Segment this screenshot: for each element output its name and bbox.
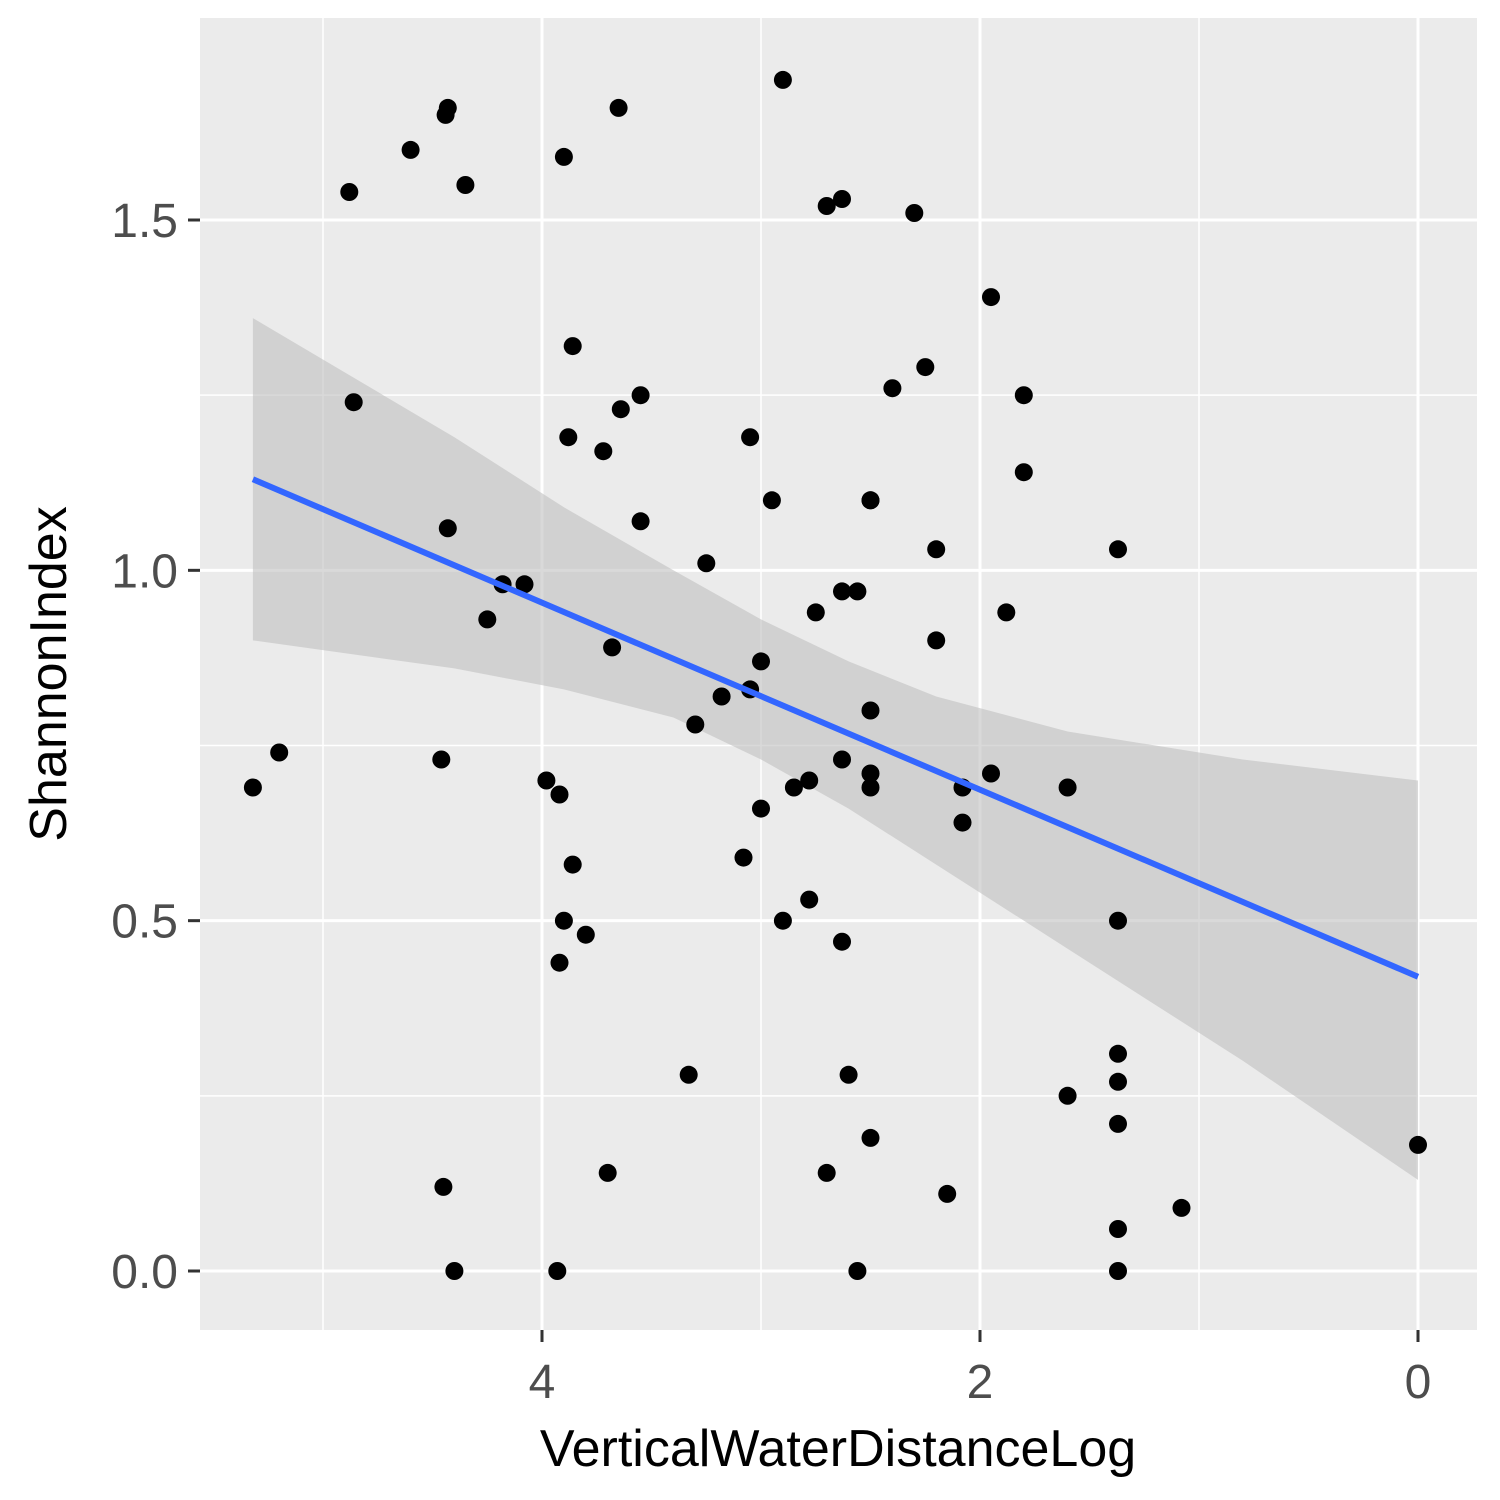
data-point [548,1262,567,1280]
data-point [563,337,582,356]
data-point [554,911,573,930]
data-point [833,750,851,769]
y-axis-title: ShannonIndex [20,506,78,841]
data-point [401,140,420,159]
data-point [848,582,867,601]
confidence-band [252,318,1418,1180]
data-point [752,799,770,818]
data-point [603,638,622,657]
data-point [800,771,819,790]
data-point [1109,1262,1127,1280]
data-point [848,1262,867,1280]
y-tick-label: 1.5 [111,195,178,248]
data-point [594,442,613,461]
data-point [438,519,457,538]
data-point [686,715,705,734]
data-point [697,554,716,573]
data-point [1109,1114,1127,1133]
data-points [243,70,1427,1280]
data-point [752,652,770,671]
data-point [861,1128,880,1147]
data-point [1109,540,1127,559]
data-point [537,771,556,790]
data-point [773,911,792,930]
y-axis-ticks: 0.0 0.5 1.0 1.5 [111,195,200,1299]
data-point [554,147,573,166]
data-point [762,491,781,510]
data-point [1109,1220,1127,1238]
data-point [243,778,262,797]
data-point [938,1184,957,1203]
data-point [515,575,534,594]
data-point [563,855,582,874]
data-point [1409,1135,1427,1154]
data-point [833,932,851,951]
data-point [436,105,455,124]
data-point [611,400,630,419]
data-point [817,197,836,215]
data-point [861,764,880,783]
data-point [445,1262,464,1280]
data-point [270,743,289,762]
data-point [609,98,628,117]
data-point [861,701,880,720]
data-point [576,925,595,944]
data-point [784,778,803,797]
data-point [773,70,792,89]
data-point [631,386,650,405]
data-point [883,379,902,398]
data-point [839,1065,858,1084]
data-point [916,358,935,377]
x-tick-label: 2 [967,1356,994,1409]
data-point [833,190,851,208]
data-point [927,631,946,650]
data-point [833,582,851,601]
data-point [434,1177,453,1196]
data-point [559,428,578,447]
data-point [800,890,819,909]
data-point [734,848,753,867]
x-axis-ticks: 4 2 0 [529,1330,1432,1409]
data-point [598,1163,617,1182]
data-point [953,813,972,832]
data-point [861,491,880,510]
data-point [927,540,946,559]
y-tick-label: 1.0 [111,545,178,598]
data-point [456,176,475,194]
x-tick-label: 4 [529,1356,556,1409]
data-point [1014,463,1033,482]
data-point [1058,1086,1077,1105]
y-tick-label: 0.5 [111,896,178,949]
regression-line [251,476,1420,980]
x-axis-title: VerticalWaterDistanceLog [540,1420,1136,1478]
data-point [550,785,569,804]
data-point [982,764,1000,783]
data-point [997,603,1016,622]
data-point [1109,1044,1127,1063]
data-point [679,1065,698,1084]
data-point [340,183,359,201]
data-point [1014,386,1033,405]
x-tick-label: 0 [1405,1356,1432,1409]
data-point [631,512,650,531]
data-point [741,428,760,447]
data-point [1109,911,1127,930]
data-point [550,953,569,972]
data-point [1109,1072,1127,1091]
data-point [478,610,497,629]
data-point [1172,1198,1191,1217]
data-point [817,1163,836,1182]
data-point [1058,778,1077,797]
data-point [982,288,1000,307]
y-tick-label: 0.0 [111,1246,178,1299]
data-point [344,393,363,412]
data-point [861,778,880,797]
data-point [905,204,924,222]
data-point [806,603,825,622]
data-point [712,687,731,706]
data-point [432,750,451,769]
